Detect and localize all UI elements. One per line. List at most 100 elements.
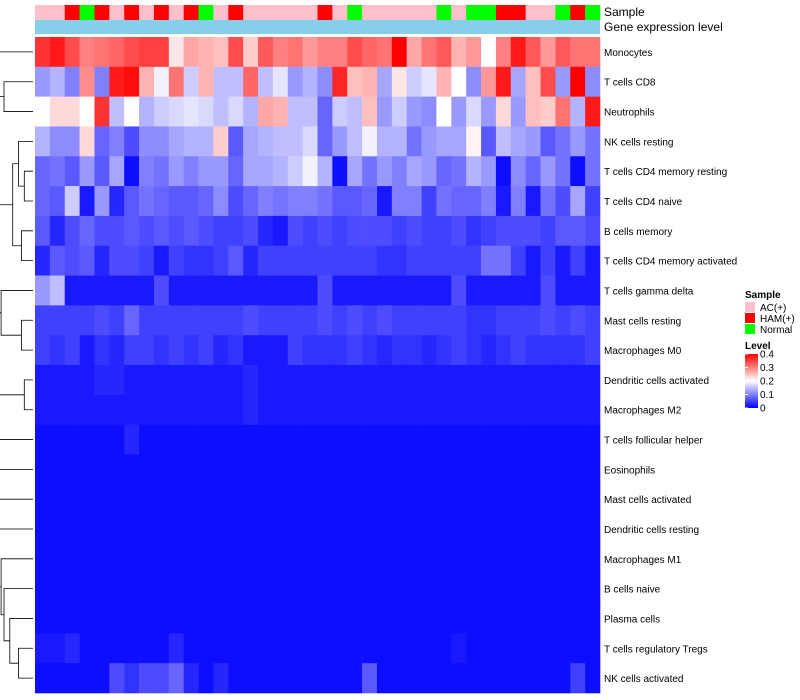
dendrogram-branch [18, 140, 33, 187]
heatmap-cell [317, 633, 333, 664]
heatmap-cell [481, 454, 497, 485]
heatmap-cell [347, 275, 363, 306]
heatmap-cell [570, 484, 586, 515]
heatmap-cell [109, 275, 125, 306]
heatmap-cell [64, 66, 80, 97]
heatmap-cell [495, 365, 512, 396]
heatmap-cell [406, 37, 422, 68]
heatmap-cell [332, 603, 348, 634]
heatmap-cell [317, 335, 333, 366]
heatmap-cell [495, 186, 512, 217]
heatmap-cell [79, 305, 95, 336]
heatmap-cell [451, 394, 467, 425]
heatmap-cell [243, 484, 259, 515]
heatmap-cell [510, 573, 526, 604]
heatmap-cell [570, 663, 586, 694]
heatmap-cell [153, 335, 170, 366]
sample-annotation-cell [272, 5, 289, 20]
heatmap-cell [183, 514, 199, 545]
heatmap-cell [109, 365, 125, 396]
dendrogram-branch [3, 81, 33, 112]
heatmap-cell [272, 66, 289, 97]
heatmap-cell [421, 484, 437, 515]
heatmap-cell [258, 484, 274, 515]
heatmap-cell [421, 365, 437, 396]
heatmap-cell [198, 573, 214, 604]
heatmap-cell [49, 126, 66, 157]
heatmap-cell [332, 126, 348, 157]
heatmap-cell [347, 365, 363, 396]
heatmap-cell [481, 365, 497, 396]
heatmap-cell [376, 126, 393, 157]
sample-annotation-cell [555, 5, 571, 20]
heatmap-cell [243, 37, 259, 68]
heatmap-cell [421, 37, 437, 68]
heatmap-cell [362, 484, 378, 515]
heatmap-cell [421, 305, 437, 336]
legend-tick-label: 0.4 [760, 350, 774, 361]
heatmap-cell [109, 573, 125, 604]
dendrogram-branch [0, 558, 33, 616]
heatmap-cell [421, 156, 437, 187]
heatmap-cell [183, 663, 199, 694]
heatmap-cell [228, 126, 244, 157]
heatmap-cell [213, 126, 229, 157]
heatmap-cell [287, 245, 303, 276]
heatmap-cell [124, 663, 140, 694]
heatmap-cell [421, 275, 437, 306]
heatmap-cell [510, 394, 526, 425]
heatmap-cell [213, 394, 229, 425]
dendrogram-branch [0, 394, 25, 396]
heatmap-cell [49, 365, 66, 396]
heatmap-cell [79, 663, 95, 694]
dendrogram-branch [0, 439, 33, 440]
heatmap-cell [153, 663, 170, 694]
heatmap-cell [79, 215, 95, 247]
heatmap-cell [347, 215, 363, 247]
sample-annotation-cell [35, 5, 51, 20]
heatmap-cell [317, 186, 333, 217]
sample-annotation-cell [109, 5, 125, 20]
legend-label: HAM(+) [760, 314, 795, 325]
heatmap-cell [436, 573, 452, 604]
heatmap-cell [183, 365, 199, 396]
heatmap-cell [332, 335, 348, 366]
heatmap-cell [406, 633, 422, 664]
heatmap-cell [183, 215, 199, 247]
heatmap-cell [495, 543, 512, 575]
heatmap-cell [555, 215, 571, 247]
heatmap-cell [406, 573, 422, 604]
heatmap-cell [168, 454, 184, 485]
heatmap-cells [35, 37, 601, 694]
sample-annotation-cell [585, 5, 601, 20]
heatmap-cell [317, 156, 333, 187]
heatmap-cell [466, 633, 482, 664]
heatmap-cell [376, 424, 393, 455]
heatmap-cell [421, 543, 437, 575]
heatmap-cell [451, 305, 467, 336]
gene-expression-annotation-bar [35, 20, 600, 34]
heatmap-cell [94, 156, 110, 187]
heatmap-cell [466, 573, 482, 604]
heatmap-cell [302, 37, 318, 68]
heatmap-cell [391, 394, 408, 425]
heatmap-cell [436, 424, 452, 455]
heatmap-cell [466, 394, 482, 425]
sample-annotation-cell [64, 5, 80, 20]
heatmap-cell [153, 484, 170, 515]
heatmap-cell [287, 126, 303, 157]
heatmap-cell [198, 454, 214, 485]
heatmap-cell [436, 454, 452, 485]
heatmap-cell [243, 215, 259, 247]
heatmap-cell [213, 424, 229, 455]
heatmap-cell [64, 215, 80, 247]
heatmap-cell [436, 633, 452, 664]
heatmap-cell [525, 186, 541, 217]
heatmap-cell [258, 156, 274, 187]
heatmap-cell [79, 484, 95, 515]
heatmap-cell [124, 633, 140, 664]
heatmap-cell [466, 156, 482, 187]
heatmap-cell [540, 573, 556, 604]
heatmap-cell [139, 514, 155, 545]
heatmap-cell [451, 603, 467, 634]
